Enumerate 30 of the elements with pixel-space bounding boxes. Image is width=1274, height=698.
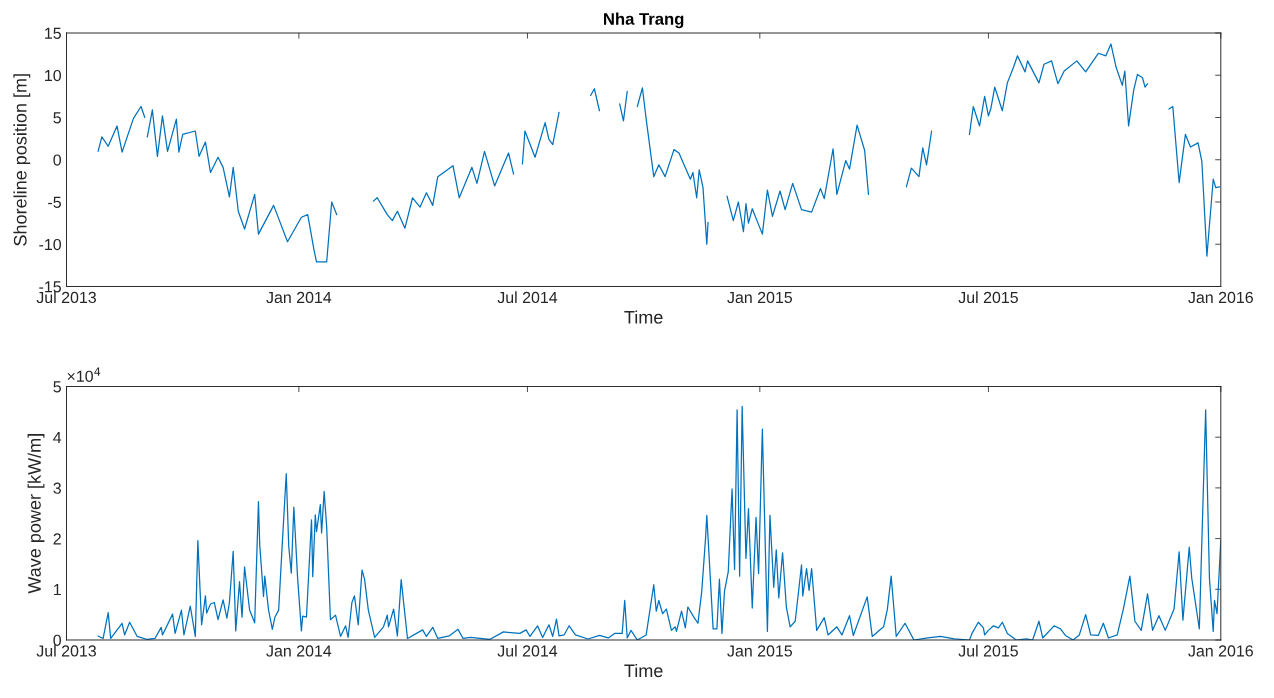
y-tick-label: 2	[53, 533, 61, 545]
x-tick-label: Jul 2015	[958, 644, 1018, 657]
y-tick-label: -10	[39, 238, 62, 251]
x-tick-label: Jul 2014	[497, 291, 558, 304]
y-tick-label: 10	[45, 69, 62, 82]
y-axis-title: Wave power [kW/m]	[27, 434, 45, 594]
x-tick-label: Jan 2015	[727, 291, 793, 304]
y-tick-label: 5	[53, 381, 61, 393]
x-axis-title: Time	[624, 663, 663, 678]
y-axis-title: Shoreline position [m]	[13, 74, 31, 246]
y-tick-label: 0	[53, 634, 62, 646]
x-tick-label: Jul 2014	[497, 644, 558, 657]
x-tick-label: Jan 2016	[1188, 291, 1253, 304]
y-tick-label: 4	[53, 432, 62, 443]
line-series	[97, 405, 1221, 640]
y-tick-label: -5	[48, 196, 61, 208]
y-tick-label: 1	[53, 584, 61, 596]
x-tick-label: Jan 2014	[266, 291, 332, 304]
x-axis-title: Time	[624, 310, 663, 324]
chart-title: Nha Trang	[604, 12, 684, 29]
y-tick-label: 3	[53, 482, 61, 494]
y-tick-label: 15	[45, 27, 61, 39]
x-tick-label: Jul 2015	[958, 291, 1018, 304]
y-tick-label: 0	[53, 154, 62, 166]
x-tick-label: Jan 2016	[1188, 645, 1253, 657]
text: ×10$^{4}$	[67, 367, 101, 382]
x-tick-label: Jan 2015	[727, 645, 793, 657]
y-tick-label: -15	[39, 281, 61, 293]
x-tick-label: Jan 2014	[266, 645, 332, 657]
y-tick-label: 5	[53, 112, 61, 124]
